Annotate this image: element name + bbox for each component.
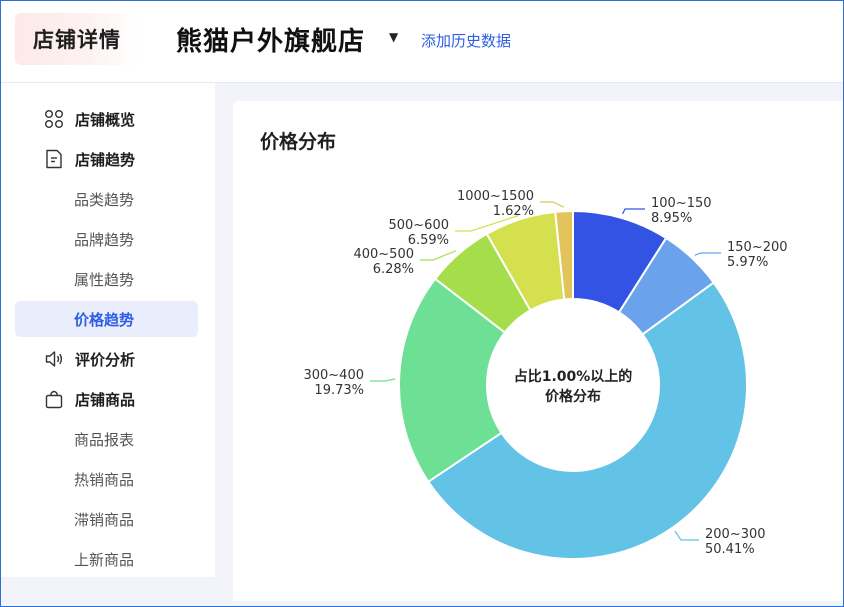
sidebar-item-label: 店铺商品	[75, 390, 136, 409]
donut-slice-300~400[interactable]	[398, 277, 507, 484]
price-distribution-card: 价格分布 100~150 8.95% 150~200 5.97% 200~300 50.4…	[233, 101, 843, 601]
sidebar-item-label: 店铺趋势	[75, 150, 136, 169]
slice-label-range: 500~600	[388, 218, 449, 233]
store-dropdown-icon[interactable]: ▼	[389, 30, 399, 44]
sidebar-item-review-analysis[interactable]: 评价分析	[15, 341, 198, 377]
card-title: 价格分布	[260, 131, 337, 153]
leader-line-400~500	[420, 250, 457, 261]
slice-label-range: 300~400	[303, 368, 364, 383]
slice-label-range: 200~300	[705, 527, 766, 542]
add-history-data-link[interactable]: 添加历史数据	[421, 32, 512, 50]
slice-label-percent: 6.59%	[408, 233, 449, 248]
header: 店铺详情 熊猫户外旗舰店 ▼ 添加历史数据	[1, 1, 843, 83]
sidebar-item-brand-trend[interactable]: 品牌趋势	[74, 230, 135, 249]
slice-label-percent: 50.41%	[705, 542, 755, 557]
donut-slice-1000~1500[interactable]	[554, 209, 574, 301]
slice-label-percent: 8.95%	[651, 211, 692, 226]
sidebar-item-category-trend[interactable]: 品类趋势	[74, 190, 135, 209]
donut-center-label-line1: 占比1.00%以上的	[514, 368, 633, 385]
leader-line-500~600	[455, 214, 519, 232]
sidebar: 店铺概览 店铺趋势 品类趋势 品牌趋势 属性趋势 价格趋势	[1, 83, 215, 577]
page-title: 店铺详情	[15, 13, 139, 65]
bag-icon	[43, 388, 65, 410]
slice-label-percent: 5.97%	[727, 255, 768, 270]
slice-label-percent: 19.73%	[314, 383, 364, 398]
slice-label-range: 150~200	[727, 240, 788, 255]
leader-line-150~200	[694, 252, 721, 256]
document-icon	[43, 148, 65, 170]
sidebar-item-new-products[interactable]: 上新商品	[74, 550, 135, 569]
donut-center-label-line2: 价格分布	[545, 388, 601, 405]
leader-line-200~300	[674, 530, 699, 541]
slice-label-percent: 6.28%	[373, 262, 414, 277]
donut-slice-200~300[interactable]	[426, 281, 748, 560]
sidebar-item-label: 店铺概览	[75, 110, 136, 129]
sidebar-item-attribute-trend[interactable]: 属性趋势	[74, 270, 135, 289]
slice-label-range: 1000~1500	[457, 189, 534, 204]
sidebar-item-store-overview[interactable]: 店铺概览	[15, 101, 198, 137]
speaker-icon	[43, 348, 65, 370]
sidebar-item-slow-products[interactable]: 滞销商品	[74, 510, 135, 529]
sidebar-item-hot-products[interactable]: 热销商品	[74, 470, 135, 489]
grid-icon	[43, 108, 65, 130]
sidebar-item-price-trend[interactable]: 价格趋势	[15, 301, 198, 337]
sidebar-item-store-trend[interactable]: 店铺趋势	[15, 141, 198, 177]
leader-line-300~400	[370, 378, 396, 382]
leader-line-100~150	[622, 208, 645, 215]
slice-label-range: 400~500	[353, 247, 414, 262]
sidebar-item-store-products[interactable]: 店铺商品	[15, 381, 198, 417]
slice-label-range: 100~150	[651, 196, 712, 211]
sidebar-item-label: 评价分析	[75, 350, 136, 369]
store-name: 熊猫户外旗舰店	[176, 27, 366, 57]
sidebar-item-product-report[interactable]: 商品报表	[74, 430, 135, 449]
slice-label-percent: 1.62%	[493, 204, 534, 219]
leader-line-1000~1500	[540, 201, 565, 208]
